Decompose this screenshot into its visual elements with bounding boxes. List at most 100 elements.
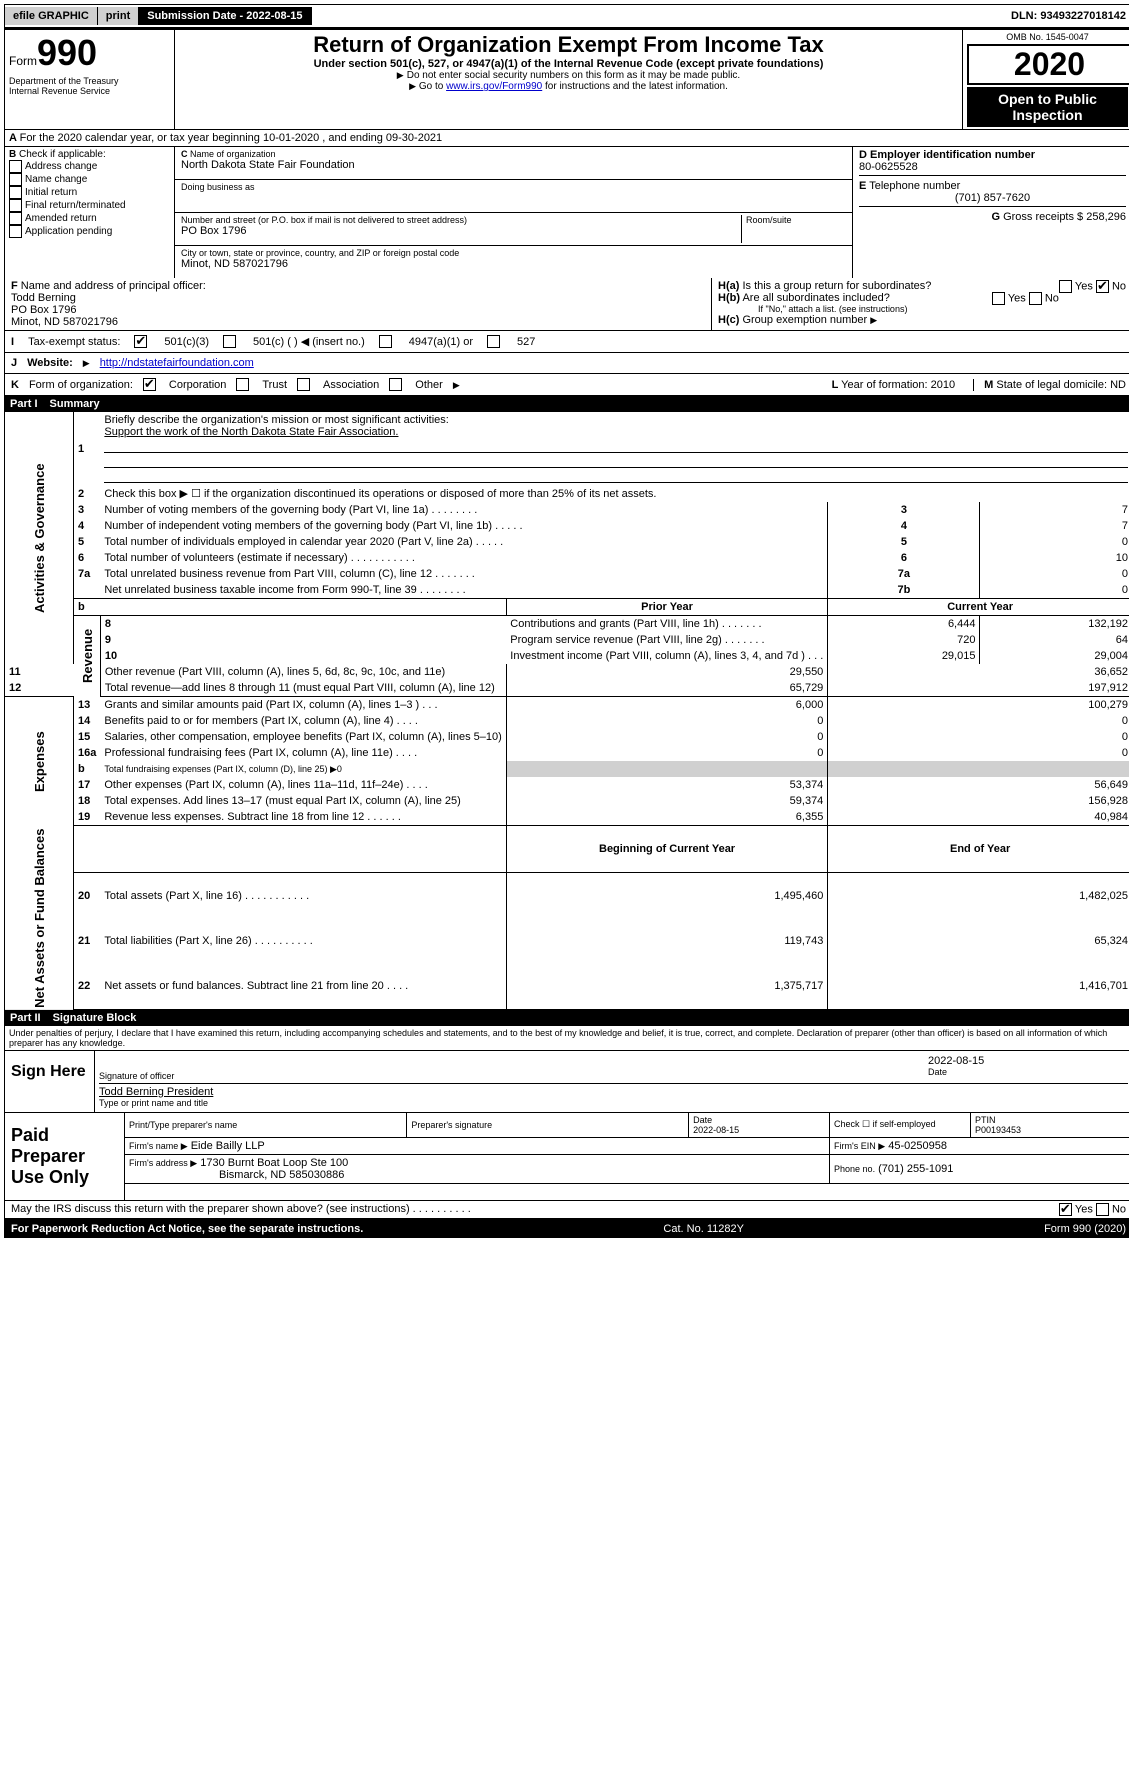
r8-prior: 6,444 <box>828 616 980 633</box>
ha-yes[interactable] <box>1059 280 1072 293</box>
e13-curr: 100,279 <box>828 697 1129 714</box>
section-A: A For the 2020 calendar year, or tax yea… <box>4 130 1129 147</box>
val-7a: 0 <box>980 566 1129 582</box>
n21-beg: 119,743 <box>506 919 828 964</box>
e14-curr: 0 <box>828 713 1129 729</box>
hb-no[interactable] <box>1029 292 1042 305</box>
e19-prior: 6,355 <box>506 809 828 826</box>
street-address: PO Box 1796 <box>181 225 741 237</box>
cb-corporation[interactable] <box>143 378 156 391</box>
discuss-yes[interactable] <box>1059 1203 1072 1216</box>
officer-addr2: Minot, ND 587021796 <box>11 316 118 328</box>
form990-link[interactable]: www.irs.gov/Form990 <box>446 81 542 92</box>
checkbox-amended-return[interactable] <box>9 212 22 225</box>
checkbox-application-pending[interactable] <box>9 225 22 238</box>
cb-association[interactable] <box>297 378 310 391</box>
city-state-zip: Minot, ND 587021796 <box>181 258 846 270</box>
e17-curr: 56,649 <box>828 777 1129 793</box>
year-formation: 2010 <box>931 379 955 391</box>
summary-table: Activities & Governance 1 Briefly descri… <box>4 412 1129 1010</box>
instr-goto: Go to www.irs.gov/Form990 for instructio… <box>179 81 958 92</box>
block-BCD: B Check if applicable: Address change Na… <box>4 147 1129 278</box>
checkbox-address-change[interactable] <box>9 160 22 173</box>
n21-end: 65,324 <box>828 919 1129 964</box>
form-number: 990 <box>37 32 97 73</box>
perjury-statement: Under penalties of perjury, I declare th… <box>4 1026 1129 1051</box>
r8-curr: 132,192 <box>980 616 1129 633</box>
firm-addr2: Bismarck, ND 585030886 <box>129 1169 344 1181</box>
e15-curr: 0 <box>828 729 1129 745</box>
r12-prior: 65,729 <box>506 680 828 697</box>
n22-beg: 1,375,717 <box>506 963 828 1009</box>
discuss-no[interactable] <box>1096 1203 1109 1216</box>
submission-date: Submission Date - 2022-08-15 <box>139 7 311 25</box>
instr2-pre: Go to <box>419 81 446 92</box>
r10-curr: 29,004 <box>980 648 1129 664</box>
may-discuss-row: May the IRS discuss this return with the… <box>4 1201 1129 1219</box>
checkbox-initial-return[interactable] <box>9 186 22 199</box>
e16a-curr: 0 <box>828 745 1129 761</box>
firm-addr1: 1730 Burnt Boat Loop Ste 100 <box>200 1157 348 1169</box>
cb-501c[interactable] <box>223 335 236 348</box>
n22-end: 1,416,701 <box>828 963 1129 1009</box>
form-header: Form990 Department of the Treasury Inter… <box>4 28 1129 130</box>
checkbox-final-return[interactable] <box>9 199 22 212</box>
efile-button[interactable]: efile GRAPHIC <box>5 7 98 25</box>
top-bar: efile GRAPHIC print Submission Date - 20… <box>4 4 1129 28</box>
side-revenue: Revenue <box>74 616 101 697</box>
cb-501c3[interactable] <box>134 335 147 348</box>
side-activities: Activities & Governance <box>5 412 74 664</box>
sign-here-block: Sign Here Signature of officer 2022-08-1… <box>4 1051 1129 1113</box>
r9-curr: 64 <box>980 632 1129 648</box>
dln: DLN: 93493227018142 <box>1011 10 1129 22</box>
cb-527[interactable] <box>487 335 500 348</box>
section-J: JWebsite: http://ndstatefairfoundation.c… <box>4 353 1129 374</box>
form-subtitle: Under section 501(c), 527, or 4947(a)(1)… <box>179 58 958 70</box>
section-C: C Name of organization North Dakota Stat… <box>175 147 852 278</box>
part-ii-header: Part II Signature Block <box>4 1010 1129 1026</box>
n20-beg: 1,495,460 <box>506 873 828 919</box>
irs-label: Internal Revenue Service <box>9 86 170 96</box>
form-footer: Form 990 (2020) <box>1044 1223 1126 1235</box>
cb-trust[interactable] <box>236 378 249 391</box>
r11-curr: 36,652 <box>828 664 1129 680</box>
tax-year: 2020 <box>967 44 1129 85</box>
ha-no[interactable] <box>1096 280 1109 293</box>
n20-end: 1,482,025 <box>828 873 1129 919</box>
e15-prior: 0 <box>506 729 828 745</box>
form-word: Form <box>9 54 37 68</box>
sign-here-label: Sign Here <box>5 1051 95 1112</box>
paid-preparer-block: Paid Preparer Use Only Print/Type prepar… <box>4 1113 1129 1201</box>
firm-phone: (701) 255-1091 <box>878 1163 953 1175</box>
e14-prior: 0 <box>506 713 828 729</box>
cat-no: Cat. No. 11282Y <box>663 1223 744 1235</box>
ppu-label: Paid Preparer Use Only <box>5 1113 125 1200</box>
hb-yes[interactable] <box>992 292 1005 305</box>
e16a-prior: 0 <box>506 745 828 761</box>
e18-prior: 59,374 <box>506 793 828 809</box>
r12-curr: 197,912 <box>828 680 1129 697</box>
checkbox-name-change[interactable] <box>9 173 22 186</box>
val-6: 10 <box>980 550 1129 566</box>
print-button[interactable]: print <box>98 7 139 25</box>
prep-date: 2022-08-15 <box>693 1125 739 1135</box>
website-link[interactable]: http://ndstatefairfoundation.com <box>100 357 254 369</box>
val-4: 7 <box>980 518 1129 534</box>
instr2-post: for instructions and the latest informat… <box>545 81 728 92</box>
val-7b: 0 <box>980 582 1129 599</box>
section-B: B Check if applicable: Address change Na… <box>5 147 175 278</box>
dept-treasury: Department of the Treasury <box>9 76 170 86</box>
telephone-value: (701) 857-7620 <box>859 192 1126 204</box>
section-KLM: KForm of organization: Corporation Trust… <box>4 374 1129 396</box>
firm-name: Eide Bailly LLP <box>191 1140 265 1152</box>
cb-other[interactable] <box>389 378 402 391</box>
officer-addr1: PO Box 1796 <box>11 304 76 316</box>
footer-row: For Paperwork Reduction Act Notice, see … <box>4 1219 1129 1238</box>
instr-ssn: Do not enter social security numbers on … <box>179 70 958 81</box>
form-title: Return of Organization Exempt From Incom… <box>179 32 958 58</box>
officer-name: Todd Berning <box>11 292 76 304</box>
r10-prior: 29,015 <box>828 648 980 664</box>
officer-typed-name: Todd Berning President <box>99 1086 1128 1098</box>
e18-curr: 156,928 <box>828 793 1129 809</box>
cb-4947[interactable] <box>379 335 392 348</box>
